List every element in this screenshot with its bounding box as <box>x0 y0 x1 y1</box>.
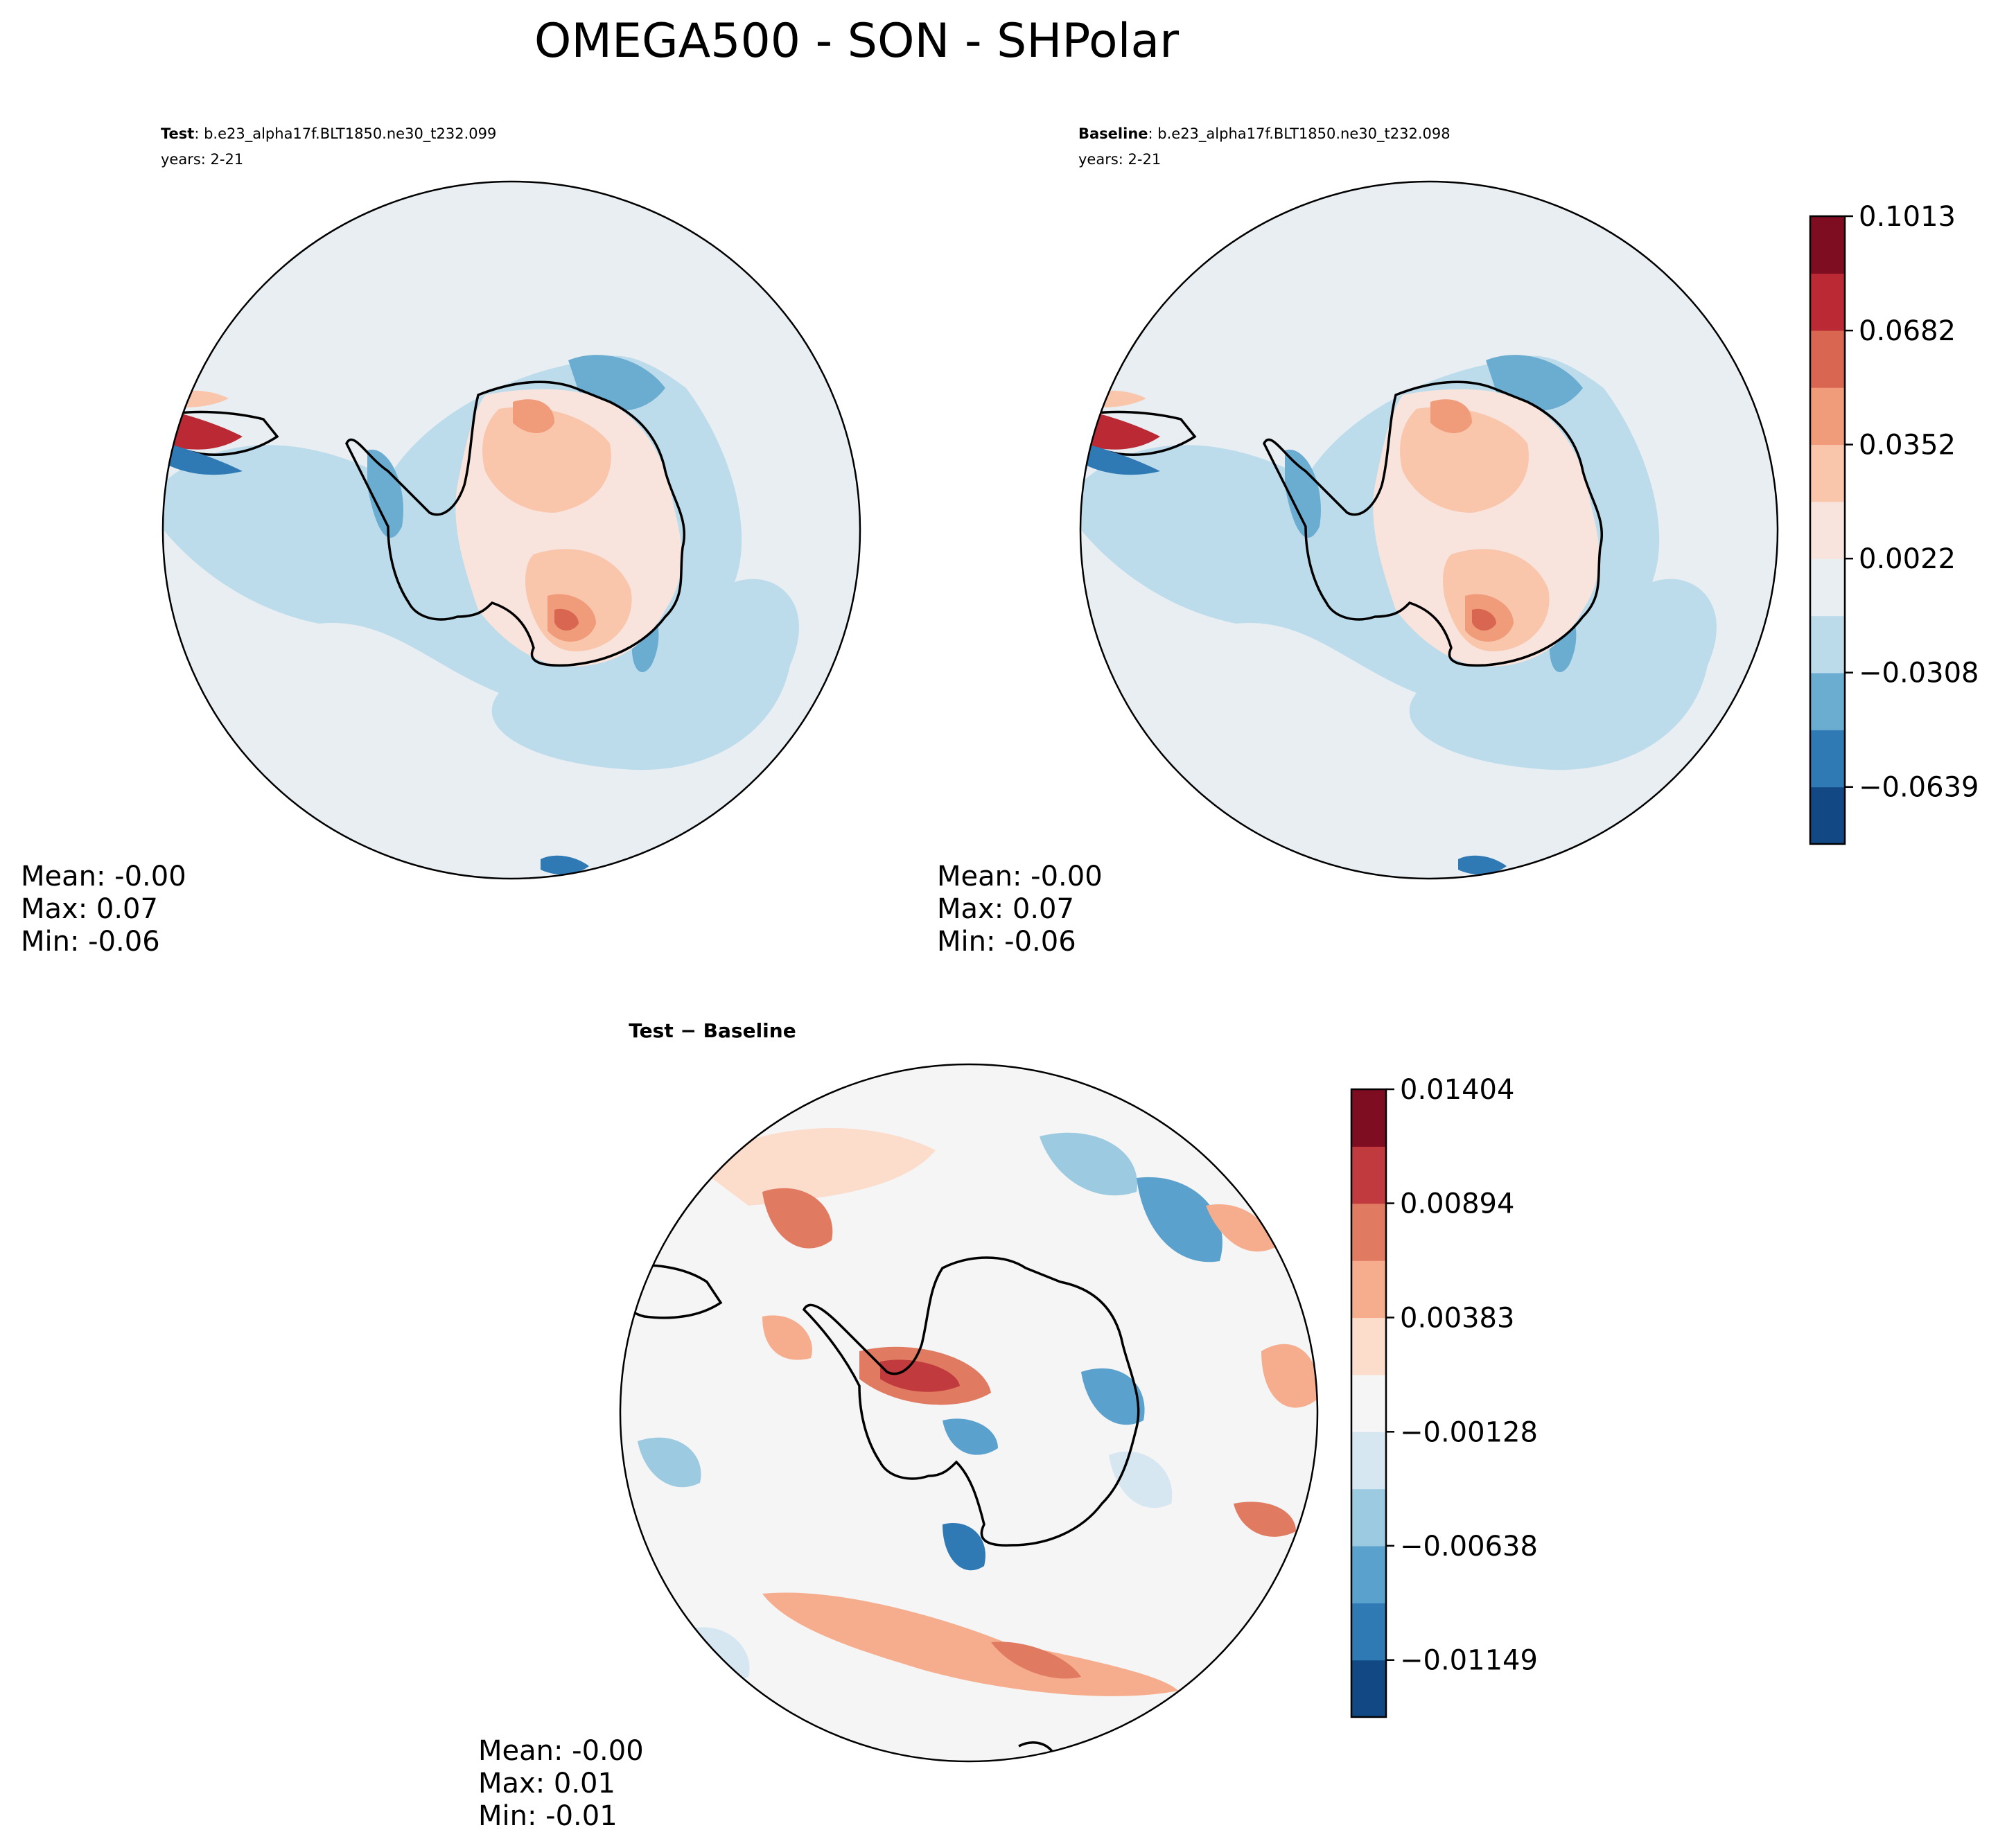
panel-baseline-years: years: 2-21 <box>1078 151 1161 168</box>
colorbar-main-segment <box>1810 387 1845 446</box>
colorbar-main-tick-label: −0.0308 <box>1859 658 1979 689</box>
panel-difference-map <box>620 1064 1317 1761</box>
panel-difference-min: Min: -0.01 <box>478 1800 617 1832</box>
colorbar-main-tick-label: 0.0682 <box>1859 315 1956 347</box>
colorbar-main-frame <box>1809 215 1846 845</box>
colorbar-main-tick-label: 0.0352 <box>1859 430 1956 461</box>
panel-test-title: Test: b.e23_alpha17f.BLT1850.ne30_t232.0… <box>161 125 496 143</box>
panel-test-map <box>163 182 860 879</box>
colorbar-difference-segment <box>1351 1374 1386 1432</box>
panel-test-map-boundary <box>161 180 861 880</box>
panel-difference: Test − Baseline <box>478 1019 1319 1832</box>
colorbar-main-segment <box>1810 730 1845 788</box>
colorbar-main-tick-label: 0.1013 <box>1859 201 1956 233</box>
colorbar-difference-tick-label: 0.01404 <box>1400 1074 1514 1106</box>
panel-baseline-map-boundary <box>1079 180 1779 880</box>
colorbar-main-segment <box>1810 672 1845 730</box>
colorbar-difference-tick-label: −0.00638 <box>1400 1531 1538 1563</box>
colorbar-main-segment <box>1810 615 1845 674</box>
colorbar-main-segment <box>1810 786 1845 845</box>
colorbar-difference-tick-label: 0.00383 <box>1400 1302 1514 1334</box>
colorbar-main-segment <box>1810 330 1845 388</box>
colorbar-difference-tick-label: 0.00894 <box>1400 1188 1514 1220</box>
colorbar-main-segment <box>1810 444 1845 502</box>
colorbar-main-segment <box>1810 273 1845 331</box>
colorbar-difference-frame <box>1350 1088 1387 1718</box>
colorbar-main-tick-label: −0.0639 <box>1859 772 1979 804</box>
panel-difference-mean: Mean: -0.00 <box>478 1735 644 1767</box>
colorbar-main-segment <box>1810 216 1845 274</box>
panel-test: Test: b.e23_alpha17f.BLT1850.ne30_t232.0… <box>21 125 861 958</box>
panel-baseline-min: Min: -0.06 <box>937 926 1076 958</box>
panel-baseline-map <box>1080 182 1778 879</box>
colorbar-main-tick-label: 0.0022 <box>1859 543 1956 575</box>
panel-baseline: Baseline: b.e23_alpha17f.BLT1850.ne30_t2… <box>937 125 1779 958</box>
panel-test-mean: Mean: -0.00 <box>21 861 186 892</box>
panel-difference-title: Test − Baseline <box>629 1019 796 1042</box>
colorbar-difference-segment <box>1351 1146 1386 1204</box>
colorbar-difference-segment <box>1351 1603 1386 1661</box>
colorbar-difference-tick-label: −0.00128 <box>1400 1416 1538 1448</box>
colorbar-main-segment <box>1810 558 1845 617</box>
panel-test-years: years: 2-21 <box>161 151 243 168</box>
colorbar-difference-segment <box>1351 1203 1386 1261</box>
colorbar-difference-segment <box>1351 1317 1386 1375</box>
panel-test-max: Max: 0.07 <box>21 893 158 925</box>
panel-baseline-title: Baseline: b.e23_alpha17f.BLT1850.ne30_t2… <box>1078 125 1451 143</box>
panel-baseline-mean: Mean: -0.00 <box>937 861 1103 892</box>
panel-test-min: Min: -0.06 <box>21 926 160 958</box>
colorbar-main: 0.1013 0.0682 0.0352 0.0022 −0.0308 −0.0639 <box>1809 201 1979 845</box>
colorbar-difference-segment <box>1351 1432 1386 1490</box>
colorbar-difference-tick-label: −0.01149 <box>1400 1645 1538 1677</box>
colorbar-difference-segment <box>1351 1660 1386 1718</box>
colorbar-difference-segment <box>1351 1545 1386 1603</box>
figure-title: OMEGA500 - SON - SHPolar <box>534 14 1179 69</box>
panel-difference-map-boundary <box>619 1063 1319 1763</box>
colorbar-difference-segment <box>1351 1260 1386 1319</box>
colorbar-difference-segment <box>1351 1488 1386 1547</box>
panel-difference-max: Max: 0.01 <box>478 1768 615 1799</box>
panel-baseline-max: Max: 0.07 <box>937 893 1074 925</box>
colorbar-main-segment <box>1810 501 1845 559</box>
colorbar-difference: 0.01404 0.00894 0.00383 −0.00128 −0.00638 −0.… <box>1350 1074 1538 1718</box>
colorbar-difference-segment <box>1351 1089 1386 1147</box>
